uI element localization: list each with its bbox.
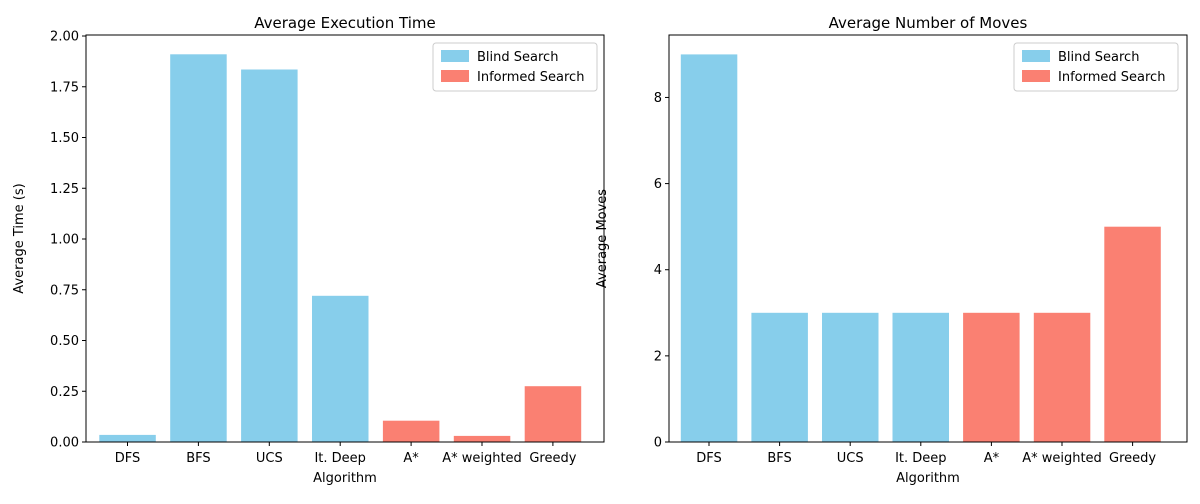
legend-label: Informed Search (477, 70, 584, 85)
legend-box (1013, 42, 1179, 92)
plot-frame (85, 34, 605, 443)
x-tick-label: It. Deep (314, 451, 365, 466)
legend-swatch-informed (441, 70, 469, 82)
y-tick-label: 1.00 (50, 233, 79, 248)
bar-bfs (751, 312, 808, 442)
legend-label: Blind Search (1058, 50, 1139, 65)
x-tick-label: Greedy (1109, 451, 1156, 466)
bar-it-deep (312, 295, 369, 442)
y-tick-label: 0.75 (50, 283, 79, 298)
x-tick-label: A* weighted (1022, 451, 1102, 466)
bar-greedy (1104, 226, 1161, 442)
x-axis-label: Algorithm (896, 471, 960, 486)
bar-ucs (241, 69, 298, 442)
y-tick-label: 8 (654, 91, 662, 106)
bar-a- (382, 420, 440, 442)
plot-frame (668, 34, 1188, 443)
bar-dfs (99, 434, 156, 442)
y-axis-label: Average Time (s) (12, 183, 27, 293)
bar-a- (963, 312, 1020, 442)
y-tick-label: 1.75 (50, 80, 79, 95)
y-tick-label: 2.00 (50, 30, 79, 45)
y-axis-label: Average Moves (595, 189, 610, 288)
x-tick-label: DFS (115, 451, 141, 466)
bar-dfs (680, 54, 738, 443)
x-tick-label: BFS (186, 451, 210, 466)
chart-title: Average Execution Time (254, 14, 435, 32)
x-tick-label: UCS (256, 451, 283, 466)
x-tick-label: A* (984, 451, 1000, 466)
y-tick-label: 1.25 (50, 182, 79, 197)
y-tick-label: 4 (654, 263, 662, 278)
y-tick-label: 0 (654, 436, 662, 451)
x-tick-label: It. Deep (895, 451, 946, 466)
legend-swatch-blind (1022, 50, 1050, 62)
x-tick-label: A* (403, 451, 419, 466)
legend: Blind Search Informed Search (1013, 42, 1179, 92)
chart-1: DFS BFS UCS It. Deep A* A* weighted Greedy 0.00… (12, 14, 605, 486)
bar-greedy (524, 386, 582, 442)
y-tick-label: 0.00 (50, 436, 79, 451)
bar-a-weighted (1033, 312, 1091, 442)
bar-ucs (822, 312, 879, 442)
legend-box (432, 42, 598, 92)
x-tick-label: UCS (837, 451, 864, 466)
legend-swatch-informed (1022, 70, 1050, 82)
legend-label: Informed Search (1058, 70, 1165, 85)
legend-swatch-blind (441, 50, 469, 62)
bar-a-weighted (453, 435, 511, 442)
chart-title: Average Number of Moves (829, 14, 1028, 32)
x-tick-label: DFS (696, 451, 722, 466)
x-tick-label: BFS (767, 451, 791, 466)
y-tick-label: 2 (654, 349, 662, 364)
chart-2: DFS BFS UCS It. Deep A* A* weighted Greedy 0 2 4 6… (595, 14, 1188, 486)
bar-bfs (170, 54, 227, 443)
bar-it-deep (892, 312, 949, 442)
y-tick-label: 0.50 (50, 334, 79, 349)
legend-label: Blind Search (477, 50, 558, 65)
y-tick-label: 0.25 (50, 385, 79, 400)
legend: Blind Search Informed Search (432, 42, 598, 92)
x-tick-label: Greedy (529, 451, 576, 466)
x-tick-label: A* weighted (442, 451, 522, 466)
y-tick-label: 1.50 (50, 131, 79, 146)
x-axis-label: Algorithm (313, 471, 377, 486)
y-tick-label: 6 (654, 177, 662, 192)
